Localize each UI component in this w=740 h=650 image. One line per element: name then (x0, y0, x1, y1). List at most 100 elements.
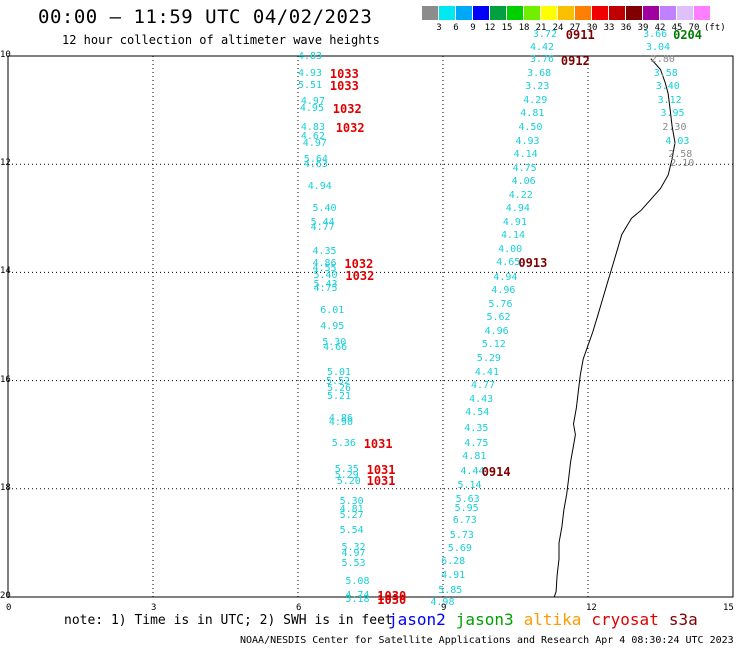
pass-time-label: 0204 (673, 28, 702, 43)
pass-time-label: 0912 (560, 54, 590, 69)
wave-height-label: 4.65 (496, 257, 521, 269)
wave-height-label: 5.51 (298, 79, 323, 91)
y-tick-label: 14 (0, 266, 11, 277)
wave-height-label: 5.20 (336, 475, 361, 487)
wave-height-label: 4.90 (328, 416, 353, 428)
scale-swatch (575, 6, 591, 20)
wave-height-label: 2.30 (662, 122, 687, 133)
wave-height-label: 4.95 (320, 320, 345, 332)
wave-height-label: 5.53 (341, 557, 366, 569)
wave-height-label: 4.54 (465, 407, 490, 419)
x-tick-label: 6 (296, 603, 302, 613)
wave-height-label: 4.94 (493, 271, 518, 283)
wave-height-label: 4.66 (323, 342, 348, 354)
scale-swatch (609, 6, 625, 20)
wave-height-label: 5.85 (438, 584, 463, 596)
credit-text: NOAA/NESDIS Center for Satellite Applica… (240, 635, 734, 646)
wave-height-label: 4.00 (498, 243, 523, 255)
pass-time-label: 1033 (329, 66, 359, 81)
scale-label: 12 (484, 23, 496, 33)
wave-height-label: 5.12 (481, 339, 506, 351)
wave-height-label: 4.81 (462, 451, 487, 463)
pass-time-label: 1030 (377, 592, 407, 607)
wave-height-label: 5.76 (488, 298, 513, 310)
legend-item-jason2: jason2 (388, 610, 446, 629)
wave-height-label: 4.06 (511, 176, 536, 188)
wave-height-label: 5.43 (313, 278, 338, 290)
scale-label: 18 (518, 23, 530, 33)
page-subtitle: 12 hour collection of altimeter wave hei… (62, 33, 380, 47)
x-tick-label: 12 (586, 603, 597, 613)
x-tick-label: 0 (6, 603, 12, 613)
wave-height-label: 5.18 (345, 593, 370, 605)
wave-height-label: 5.40 (313, 270, 338, 282)
x-tick-label: 9 (441, 603, 447, 613)
wave-height-label: 5.40 (312, 203, 337, 215)
wave-height-label: 4.63 (303, 159, 328, 171)
pass-time-label: 1032 (335, 121, 365, 135)
y-tick-label: 16 (0, 374, 11, 385)
pass-time-label: 1032 (344, 257, 374, 272)
wave-height-label: 6.28 (441, 555, 466, 567)
wave-height-label: 5.95 (454, 503, 479, 515)
pass-time-label: 1031 (363, 437, 393, 452)
page-title: 00:00 – 11:59 UTC 04/02/2023 (38, 6, 373, 28)
scale-swatch (473, 6, 489, 20)
wave-height-label: 4.94 (505, 203, 530, 215)
wave-height-label: 4.95 (299, 102, 324, 114)
coastline (553, 58, 676, 598)
scale-label: 42 (654, 23, 666, 33)
scale-swatch (592, 6, 608, 20)
wave-height-label: 5.73 (449, 530, 474, 542)
scale-swatch (694, 6, 710, 20)
scale-swatch (524, 6, 540, 20)
wave-height-label: 2.10 (670, 158, 695, 170)
wave-height-label: 3.95 (660, 108, 685, 120)
note-text: note: 1) Time is in UTC; 2) SWH is in fe… (64, 613, 393, 628)
wave-height-label: 5.27 (339, 509, 364, 521)
wave-height-label: 4.93 (298, 67, 323, 79)
wave-height-label: 4.35 (464, 423, 489, 435)
wave-height-label: 4.75 (464, 438, 489, 450)
wave-height-label: 3.72 (532, 29, 557, 41)
scale-unit: (ft) (704, 23, 726, 33)
y-tick-label: 18 (0, 482, 11, 493)
scale-label: 45 (671, 23, 683, 33)
wave-height-label: 3.40 (655, 81, 680, 93)
wave-height-label: 4.44 (460, 465, 485, 477)
wave-height-label: 3.04 (646, 41, 671, 53)
x-tick-label: 15 (723, 603, 734, 613)
scale-swatch (643, 6, 659, 20)
wave-height-label: 4.97 (341, 547, 366, 559)
wave-height-label: 4.93 (515, 135, 540, 147)
legend-item-altika: altika (523, 610, 582, 629)
wave-height-label: 4.98 (430, 597, 455, 608)
scale-label: 33 (603, 23, 615, 33)
wave-height-label: 5.29 (476, 353, 501, 364)
wave-height-label: 4.03 (665, 135, 690, 147)
wave-height-label: 6.73 (452, 515, 477, 527)
wave-height-label: 5.64 (303, 153, 328, 165)
pass-time-label: 1030 (377, 588, 407, 603)
wave-height-label: 4.43 (469, 394, 494, 406)
wave-height-label: 5.30 (322, 336, 347, 348)
wave-height-label: 4.75 (512, 162, 537, 174)
wave-height-label: 4.14 (513, 149, 538, 160)
scale-swatch (439, 6, 455, 20)
wave-height-label: 3.66 (643, 29, 668, 41)
scale-swatch (558, 6, 574, 20)
wave-height-label: 5.14 (457, 480, 482, 492)
wave-height-label: 4.55 (312, 262, 337, 274)
scale-swatch (422, 6, 438, 20)
wave-height-label: 3.58 (653, 67, 678, 79)
pass-time-label: 0911 (565, 28, 595, 43)
wave-height-label: 4.22 (508, 189, 533, 201)
scale-label: 30 (586, 23, 598, 33)
wave-height-label: 4.86 (312, 258, 337, 270)
wave-height-label: 5.30 (339, 495, 364, 507)
y-tick-label: 20 (0, 591, 11, 601)
wave-height-label: 4.35 (312, 245, 337, 257)
wave-height-label: 5.29 (334, 469, 359, 481)
wave-height-label: 5.36 (331, 438, 356, 450)
wave-height-label: 5.62 (486, 312, 511, 324)
